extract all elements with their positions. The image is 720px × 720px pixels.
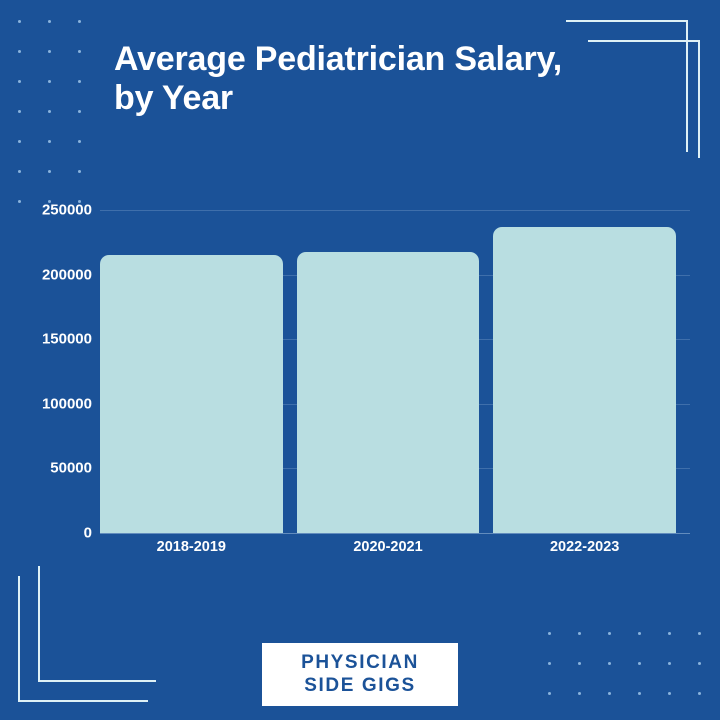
- bar: [296, 252, 480, 533]
- y-axis-tick-label: 100000: [41, 395, 92, 413]
- gridline: [100, 533, 690, 534]
- x-axis-tick-label: 2018-2019: [156, 539, 226, 555]
- x-axis-labels: 2018-2019 2020-2021 2022-2023: [100, 539, 690, 563]
- bar: [100, 255, 283, 533]
- y-axis-tick-label: 150000: [41, 330, 92, 348]
- bar: [493, 226, 676, 533]
- y-axis-tick-label: 200000: [41, 266, 92, 284]
- page-title: Average Pediatrician Salary, by Year: [114, 40, 562, 118]
- y-axis-tick-label: 50000: [50, 459, 92, 477]
- y-axis-labels: 0 50000 100000 150000 200000 250000: [0, 202, 92, 542]
- x-axis-tick-label: 2022-2023: [549, 539, 620, 555]
- gridline: [100, 210, 690, 211]
- y-axis-tick-label: 250000: [41, 201, 92, 219]
- brand-logo-badge: PHYSICIAN SIDE GIGS: [262, 643, 458, 707]
- x-axis-tick-label: 2020-2021: [353, 539, 423, 555]
- y-axis-tick-label: 0: [83, 524, 92, 542]
- plot-area: [100, 210, 690, 534]
